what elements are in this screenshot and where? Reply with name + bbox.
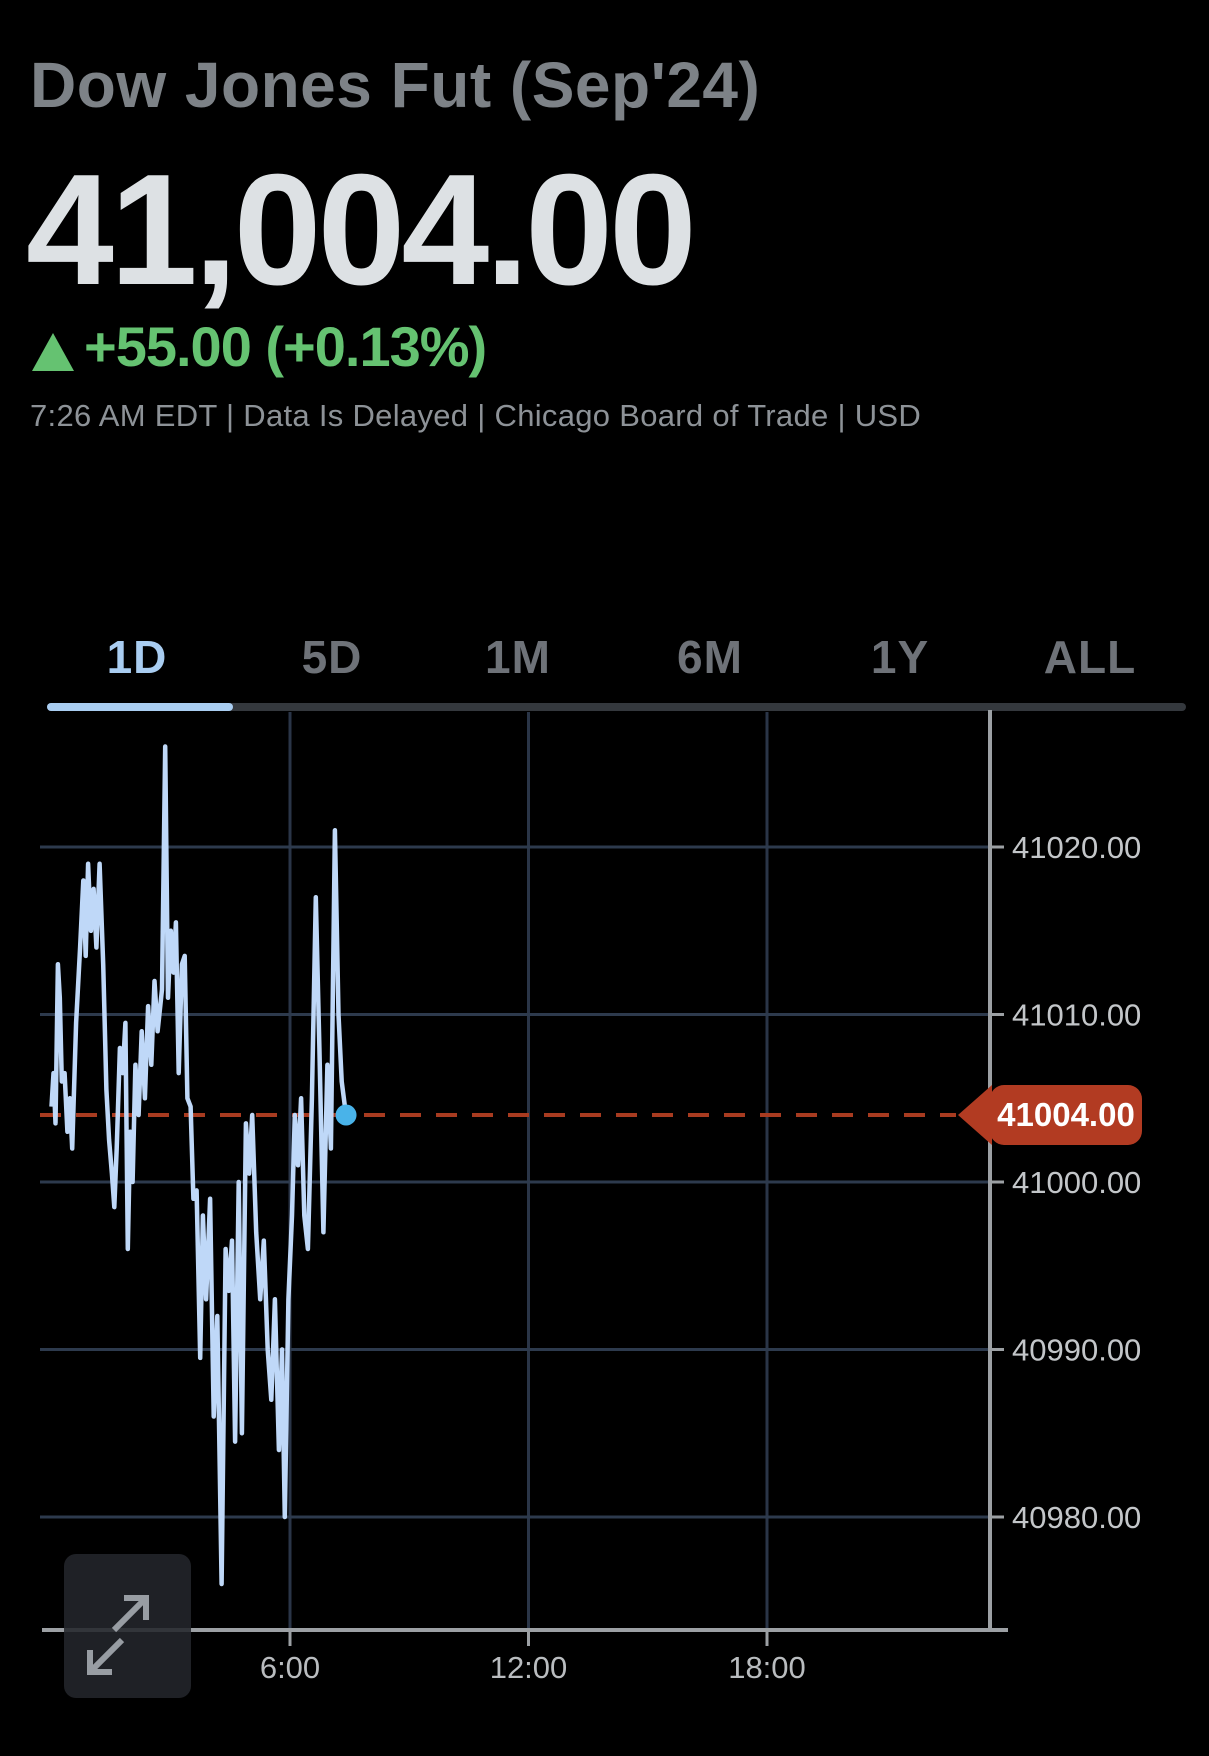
last-price-badge-label: 41004.00: [997, 1096, 1135, 1133]
price-line: [49, 744, 349, 1587]
y-axis-labels: 41020.00 41010.00 41000.00 40990.00 40980.00: [1012, 830, 1141, 1535]
y-axis-label: 41010.00: [1012, 998, 1141, 1033]
x-axis-label: 18:00: [728, 1650, 806, 1685]
expand-arrows-icon: [87, 1595, 149, 1675]
tab-all[interactable]: ALL: [1043, 631, 1137, 683]
up-arrow-icon: [32, 333, 74, 371]
tab-5d[interactable]: 5D: [301, 631, 363, 683]
instrument-title: Dow Jones Fut (Sep'24): [30, 49, 761, 121]
tab-6m[interactable]: 6M: [677, 631, 743, 683]
current-price-dot: [335, 1104, 357, 1126]
price-chart[interactable]: 41020.00 41010.00 41000.00 40990.00 40980.00…: [0, 640, 1209, 1756]
range-track[interactable]: [47, 703, 1186, 711]
x-axis-labels: 6:00 12:00 18:00: [260, 1650, 806, 1685]
chart-gridlines: [40, 712, 990, 1630]
range-tabs: 1D 5D 1M 6M 1Y ALL: [0, 630, 1209, 683]
tab-1d[interactable]: 1D: [106, 631, 168, 683]
y-axis-label: 41020.00: [1012, 830, 1141, 865]
y-axis-label: 40980.00: [1012, 1500, 1141, 1535]
tab-1y[interactable]: 1Y: [870, 631, 930, 683]
quote-status-line: 7:26 AM EDT | Data Is Delayed | Chicago …: [30, 398, 922, 433]
expand-chart-button[interactable]: [64, 1554, 191, 1698]
x-axis-label: 6:00: [260, 1650, 320, 1685]
price-change-row: +55.00 (+0.13%): [32, 314, 487, 379]
x-axis-label: 12:00: [490, 1650, 568, 1685]
price-change: +55.00 (+0.13%): [84, 315, 487, 378]
chart-axes: [42, 710, 1008, 1646]
range-track-active-segment[interactable]: [47, 703, 233, 711]
last-price-badge: 41004.00: [958, 1085, 1142, 1145]
y-axis-label: 40990.00: [1012, 1333, 1141, 1368]
last-price: 41,004.00: [26, 142, 697, 318]
tab-1m[interactable]: 1M: [485, 631, 551, 683]
y-axis-label: 41000.00: [1012, 1165, 1141, 1200]
